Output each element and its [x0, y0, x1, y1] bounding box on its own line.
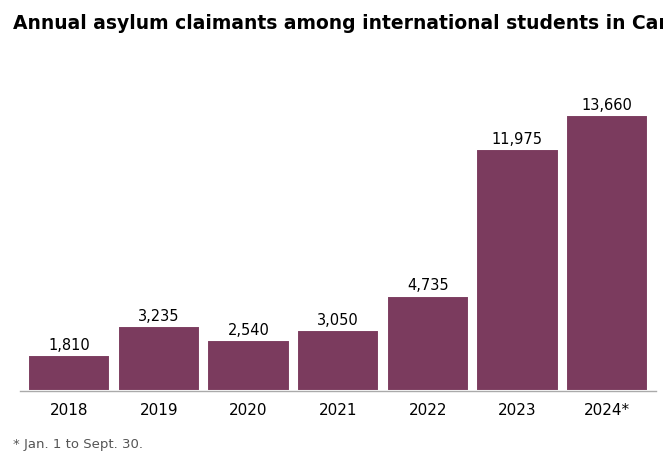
Bar: [117, 326, 200, 391]
Text: 3,235: 3,235: [138, 308, 180, 323]
Text: 11,975: 11,975: [492, 132, 543, 147]
Bar: [387, 296, 469, 391]
Text: Annual asylum claimants among international students in Canada: Annual asylum claimants among internatio…: [13, 14, 663, 33]
Text: 13,660: 13,660: [581, 98, 633, 113]
Bar: [28, 355, 111, 391]
Text: 1,810: 1,810: [48, 337, 90, 352]
Bar: [476, 150, 559, 391]
Text: 4,735: 4,735: [407, 278, 449, 293]
Bar: [208, 340, 290, 391]
Text: 2,540: 2,540: [227, 322, 269, 337]
Bar: [297, 330, 379, 391]
Bar: [566, 116, 648, 391]
Text: 3,050: 3,050: [318, 312, 359, 327]
Text: * Jan. 1 to Sept. 30.: * Jan. 1 to Sept. 30.: [13, 437, 143, 450]
